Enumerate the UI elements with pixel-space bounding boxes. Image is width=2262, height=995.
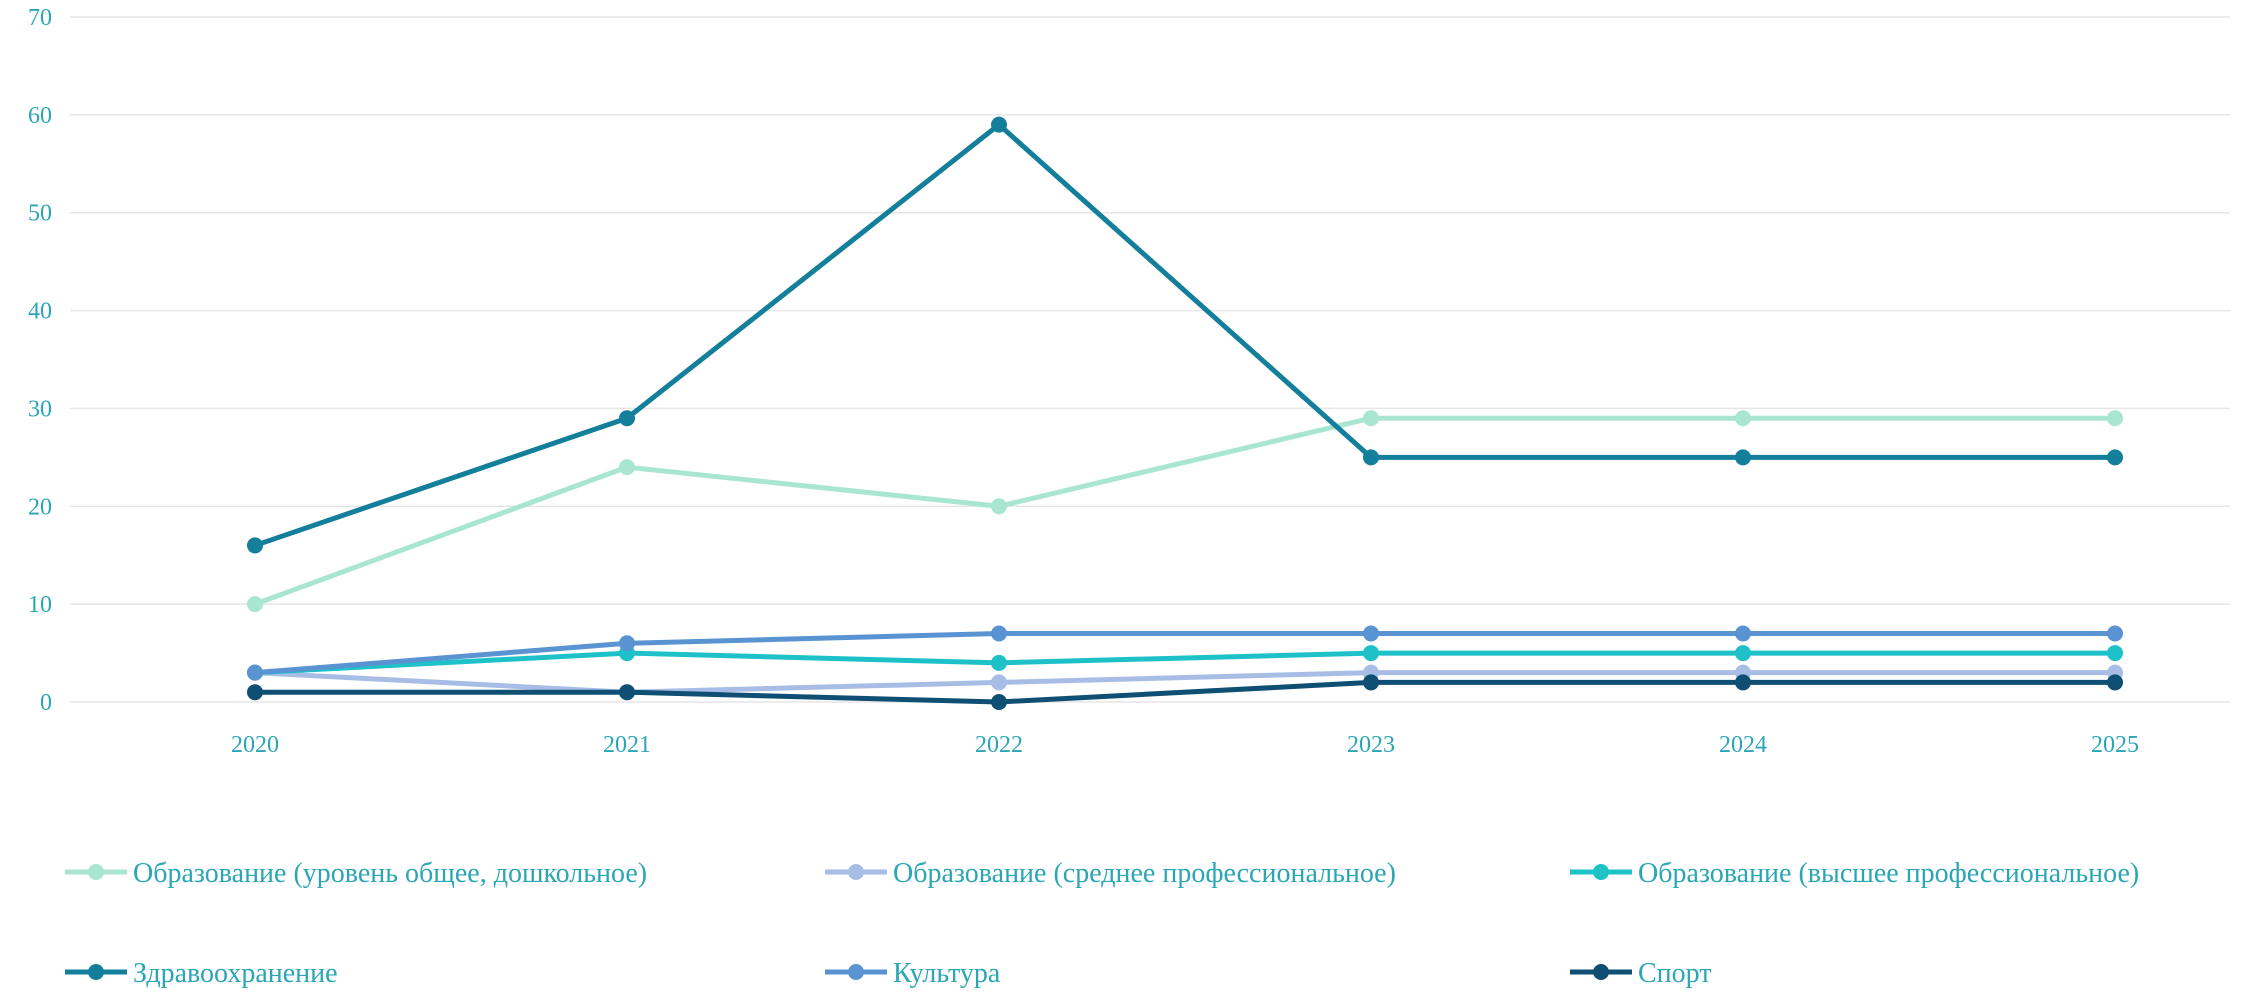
data-point — [1363, 645, 1379, 662]
x-tick-label: 2025 — [2091, 732, 2139, 758]
data-point — [1735, 645, 1751, 662]
y-tick-label: 30 — [28, 396, 52, 422]
series-line — [252, 670, 2118, 695]
data-point — [1363, 410, 1379, 427]
legend-swatch-marker — [848, 964, 864, 980]
axes: 0 10 20 30 40 50 60 70 2020 2021 2022 2023 2024 2025 — [28, 5, 2139, 758]
data-point — [1735, 625, 1751, 642]
series-line — [252, 650, 2118, 676]
series-line — [252, 631, 2118, 676]
data-point — [247, 684, 263, 701]
legend-label: Здравоохранение — [133, 958, 338, 989]
data-point — [619, 635, 635, 652]
y-tick-label: 0 — [40, 690, 52, 716]
legend-swatch-marker — [88, 964, 104, 980]
data-point — [991, 694, 1007, 710]
data-point — [247, 596, 263, 613]
y-tick-label: 50 — [28, 201, 52, 227]
data-point — [247, 537, 263, 554]
legend-label: Образование (среднее профессиональное) — [893, 858, 1396, 889]
series-4 — [247, 625, 2123, 681]
data-point — [1363, 625, 1379, 642]
data-point — [991, 116, 1007, 133]
data-point — [2107, 625, 2123, 642]
data-point — [1363, 449, 1379, 466]
legend-swatch-marker — [88, 864, 104, 880]
data-point — [2107, 449, 2123, 466]
legend: Образование (уровень общее, дошкольное) О… — [65, 858, 2139, 989]
legend-item: Спорт — [1570, 958, 1712, 989]
x-tick-label: 2024 — [1719, 732, 1767, 758]
y-tick-label: 20 — [28, 494, 52, 520]
data-point — [991, 654, 1007, 671]
y-tick-label: 70 — [28, 5, 52, 31]
series-5 — [247, 674, 2123, 710]
data-point — [247, 664, 263, 681]
legend-item: Образование (уровень общее, дошкольное) — [65, 858, 647, 889]
y-tick-label: 40 — [28, 299, 52, 325]
y-tick-label: 60 — [28, 103, 52, 129]
x-tick-label: 2023 — [1347, 732, 1395, 758]
legend-label: Образование (уровень общее, дошкольное) — [133, 858, 647, 889]
legend-swatch-marker — [1593, 964, 1609, 980]
series-line — [252, 122, 2118, 548]
data-point — [991, 674, 1007, 691]
gridlines — [70, 16, 2230, 703]
data-point — [2107, 410, 2123, 427]
data-point — [1735, 449, 1751, 466]
legend-item: Образование (высшее профессиональное) — [1570, 858, 2139, 889]
legend-item: Культура — [825, 958, 1001, 989]
legend-item: Образование (среднее профессиональное) — [825, 858, 1396, 889]
data-point — [1735, 674, 1751, 691]
legend-label: Спорт — [1638, 958, 1712, 989]
series-3 — [247, 116, 2123, 554]
x-tick-label: 2021 — [603, 732, 651, 758]
series-line — [252, 415, 2118, 607]
series-line — [252, 679, 2118, 705]
x-tick-label: 2020 — [231, 732, 279, 758]
data-point — [2107, 674, 2123, 691]
data-point — [619, 684, 635, 701]
data-point — [991, 498, 1007, 515]
series-0 — [247, 410, 2123, 613]
data-point — [1363, 674, 1379, 691]
data-point — [991, 625, 1007, 642]
legend-swatch-marker — [1593, 864, 1609, 880]
series-lines — [247, 116, 2123, 710]
legend-label: Культура — [893, 958, 1001, 989]
data-point — [1735, 410, 1751, 427]
legend-swatch-marker — [848, 864, 864, 880]
data-point — [619, 459, 635, 476]
data-point — [619, 410, 635, 427]
legend-label: Образование (высшее профессиональное) — [1638, 858, 2139, 889]
legend-item: Здравоохранение — [65, 958, 338, 989]
y-tick-label: 10 — [28, 592, 52, 618]
x-tick-label: 2022 — [975, 732, 1023, 758]
data-point — [2107, 645, 2123, 662]
